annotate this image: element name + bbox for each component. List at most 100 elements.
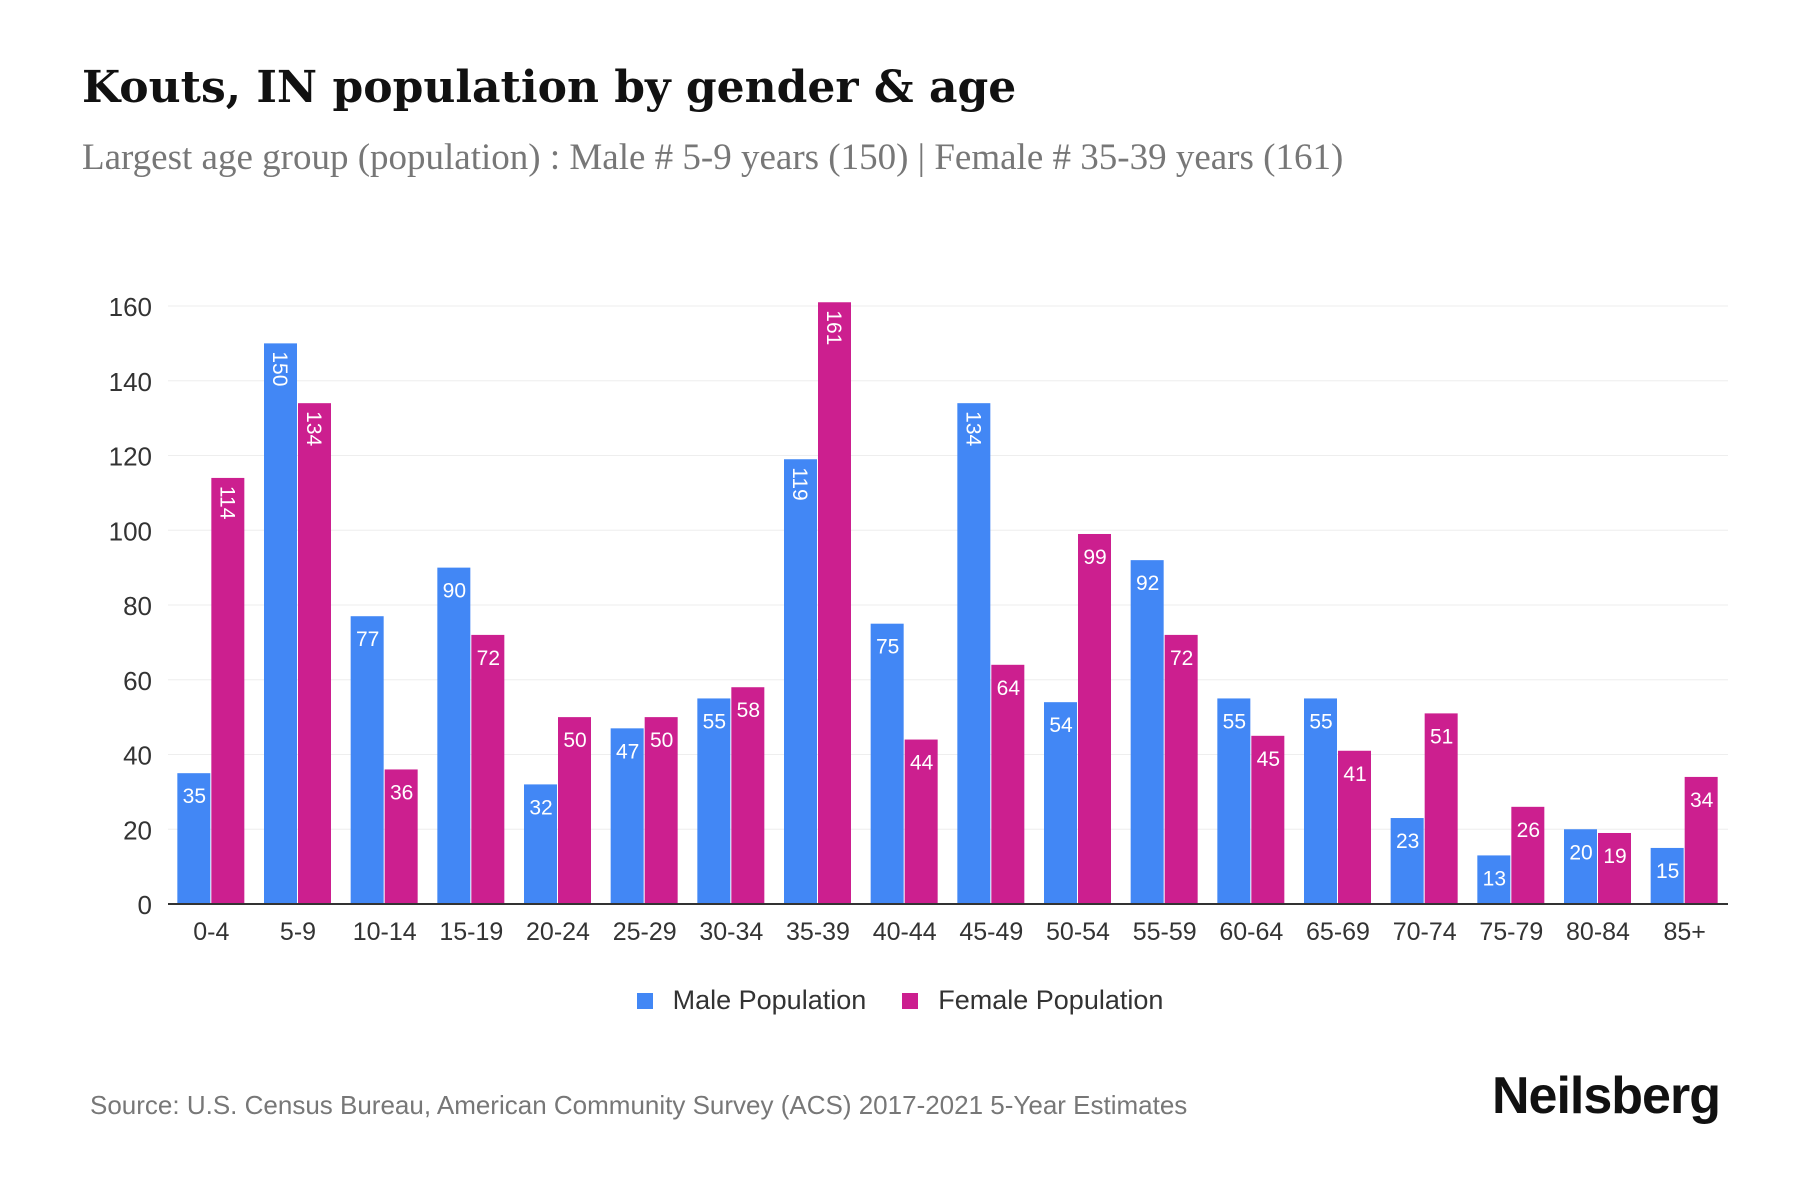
bar-female — [1424, 713, 1458, 904]
data-label: 77 — [356, 628, 379, 651]
data-label: 55 — [1309, 710, 1332, 733]
bar-female — [991, 664, 1025, 904]
data-label: 34 — [1690, 789, 1714, 812]
x-tick-label: 75-79 — [1479, 918, 1543, 946]
y-tick-label: 80 — [123, 591, 152, 621]
legend-item-male: Male Population — [636, 985, 866, 1016]
legend-item-female: Female Population — [902, 985, 1163, 1016]
chart-title: Kouts, IN population by gender & age — [82, 62, 1017, 113]
bar-male — [1477, 855, 1511, 904]
x-tick-label: 30-34 — [699, 918, 763, 946]
bar-male — [437, 567, 471, 904]
data-label: 32 — [529, 796, 552, 819]
bar-female — [298, 403, 331, 904]
y-tick-label: 140 — [109, 367, 152, 397]
data-label: 36 — [390, 781, 413, 804]
bar-female — [558, 717, 591, 904]
bar-male — [1390, 818, 1424, 904]
y-tick-label: 40 — [123, 741, 152, 771]
bar-male — [784, 459, 817, 904]
bar-male — [957, 403, 991, 904]
bar-female — [644, 717, 678, 904]
data-label: 50 — [650, 729, 673, 752]
bar-female — [384, 769, 418, 904]
y-tick-label: 20 — [123, 815, 152, 845]
data-label: 75 — [876, 636, 899, 659]
legend: Male Population Female Population — [0, 985, 1800, 1016]
data-label: 41 — [1343, 763, 1366, 786]
bar-female — [1684, 776, 1718, 904]
bar-male — [697, 698, 731, 904]
neilsberg-logo: Neilsberg — [1492, 1067, 1721, 1125]
bar-male — [1044, 702, 1077, 904]
data-label: 13 — [1483, 867, 1506, 890]
legend-swatch-male — [636, 992, 653, 1009]
bar-female — [1338, 750, 1371, 904]
x-tick-label: 15-19 — [439, 918, 503, 946]
data-label: 44 — [910, 752, 934, 775]
data-label: 19 — [1603, 845, 1626, 868]
data-label: 23 — [1396, 830, 1419, 853]
data-label: 161 — [822, 310, 845, 345]
data-label: 50 — [563, 729, 586, 752]
bar-male — [524, 784, 557, 904]
y-tick-label: 100 — [109, 516, 152, 546]
bar-male — [1650, 847, 1684, 904]
bar-female — [1078, 533, 1111, 904]
y-tick-label: 120 — [109, 442, 152, 472]
data-label: 55 — [703, 710, 726, 733]
x-tick-label: 10-14 — [353, 918, 417, 946]
bar-female — [471, 634, 505, 904]
bar-male — [1304, 698, 1337, 904]
x-tick-label: 80-84 — [1566, 918, 1630, 946]
legend-swatch-female — [902, 992, 919, 1009]
data-label: 54 — [1049, 714, 1073, 737]
legend-label-female: Female Population — [938, 985, 1164, 1015]
y-tick-label: 60 — [123, 666, 152, 696]
data-label: 47 — [616, 740, 639, 763]
data-label: 119 — [788, 467, 811, 500]
bar-male — [264, 343, 297, 904]
x-tick-label: 25-29 — [613, 918, 677, 946]
x-tick-label: 40-44 — [873, 918, 937, 946]
x-tick-label: 65-69 — [1306, 918, 1370, 946]
data-label: 72 — [1170, 647, 1193, 670]
x-tick-label: 5-9 — [280, 918, 316, 946]
bar-female — [1251, 735, 1285, 904]
data-label: 72 — [477, 647, 500, 670]
y-tick-label: 0 — [138, 890, 152, 920]
x-tick-label: 55-59 — [1133, 918, 1197, 946]
data-label: 99 — [1083, 546, 1106, 569]
bar-female — [1164, 634, 1198, 904]
data-label: 134 — [302, 411, 325, 446]
bar-male — [177, 773, 211, 904]
bar-female — [904, 739, 938, 904]
data-label: 64 — [997, 677, 1021, 700]
x-tick-label: 20-24 — [526, 918, 590, 946]
data-label: 26 — [1517, 819, 1540, 842]
data-label: 55 — [1223, 710, 1246, 733]
bar-female — [731, 687, 765, 904]
x-tick-label: 0-4 — [193, 918, 229, 946]
x-tick-label: 85+ — [1663, 918, 1705, 946]
chart-subtitle: Largest age group (population) : Male # … — [82, 137, 1344, 178]
x-tick-label: 60-64 — [1219, 918, 1283, 946]
x-tick-label: 70-74 — [1393, 918, 1457, 946]
data-label: 20 — [1569, 841, 1592, 864]
bar-male — [1217, 698, 1251, 904]
bar-male — [1130, 560, 1164, 904]
data-label: 90 — [443, 580, 466, 603]
y-tick-label: 160 — [109, 292, 152, 322]
x-tick-label: 45-49 — [959, 918, 1023, 946]
data-label: 45 — [1257, 748, 1280, 771]
data-label: 15 — [1656, 860, 1679, 883]
bar-male — [350, 616, 384, 904]
source-note: Source: U.S. Census Bureau, American Com… — [90, 1090, 1188, 1120]
bar-male — [610, 728, 644, 904]
data-label: 58 — [737, 699, 760, 722]
data-label: 51 — [1430, 725, 1453, 748]
data-label: 35 — [183, 785, 206, 808]
bar-female — [1511, 806, 1545, 904]
bar-female — [1598, 832, 1631, 904]
